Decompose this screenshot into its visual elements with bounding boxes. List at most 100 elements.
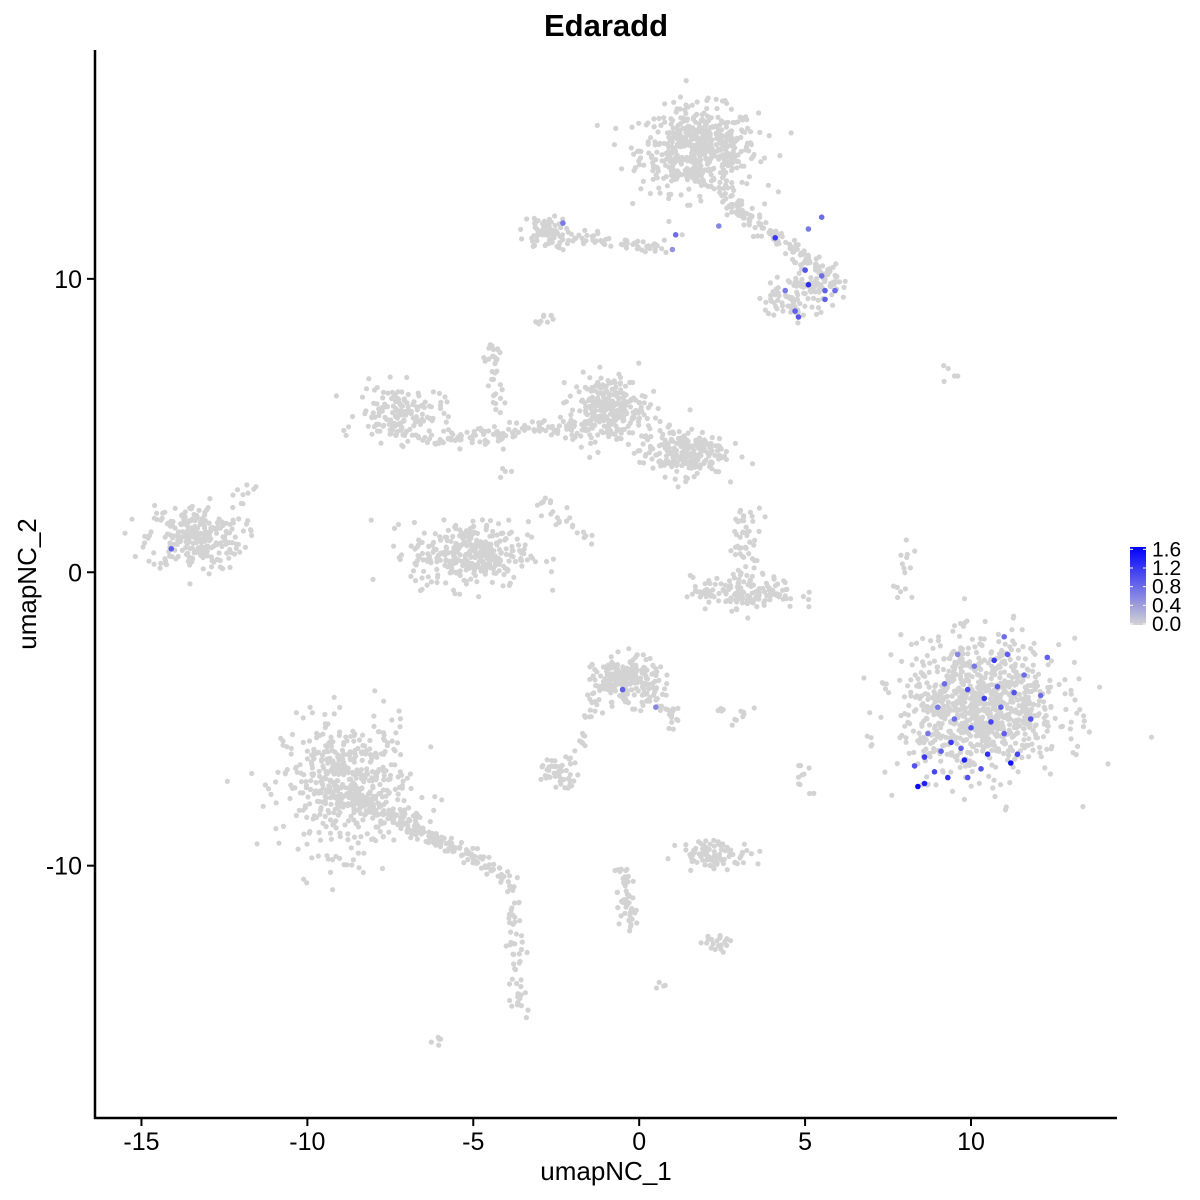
cell-point — [321, 749, 327, 755]
cell-point — [393, 405, 399, 412]
cell-point — [1032, 674, 1038, 680]
cell-point — [475, 426, 481, 432]
cell-point — [601, 423, 607, 429]
cell-point — [927, 750, 933, 757]
cell-point — [766, 585, 772, 591]
cell-point — [652, 678, 658, 685]
cell-point — [506, 981, 513, 987]
cell-point — [1071, 659, 1077, 666]
cell-point — [436, 1036, 442, 1042]
cell-point — [293, 710, 299, 716]
cell-point — [1068, 719, 1074, 725]
cell-point — [680, 115, 687, 121]
cell-point — [498, 879, 504, 885]
cell-point — [235, 541, 241, 547]
cell-point — [591, 233, 597, 239]
cell-point — [741, 513, 747, 519]
expressing-cell-point — [988, 719, 994, 725]
cell-point — [802, 303, 808, 309]
expressing-cell-point — [991, 657, 997, 664]
cell-point — [816, 254, 822, 260]
cell-point — [616, 395, 623, 402]
cell-point — [402, 807, 408, 813]
cell-point — [341, 772, 347, 778]
cell-point — [1016, 673, 1022, 679]
cell-point — [712, 452, 718, 458]
cell-point — [316, 829, 322, 836]
cell-point — [437, 534, 443, 540]
cell-point — [328, 836, 334, 842]
cell-point — [658, 703, 665, 709]
cell-point — [613, 417, 619, 423]
cell-point — [992, 672, 998, 678]
cell-point — [154, 516, 160, 523]
cell-point — [346, 424, 352, 430]
cell-point — [726, 578, 733, 584]
cell-point — [683, 842, 689, 848]
cell-point — [228, 550, 234, 556]
cell-point — [954, 712, 961, 718]
cell-point — [700, 852, 706, 858]
cell-point — [698, 940, 704, 946]
cell-point — [1045, 689, 1052, 695]
cell-point — [697, 462, 703, 468]
cell-point — [380, 389, 387, 395]
cell-point — [580, 369, 586, 375]
cell-point — [561, 380, 567, 386]
cell-point — [656, 677, 662, 684]
cell-point — [683, 102, 689, 108]
cell-point — [584, 412, 590, 418]
cell-point — [723, 124, 730, 130]
cell-point — [158, 560, 164, 566]
cell-point — [497, 410, 503, 416]
cell-point — [592, 439, 598, 445]
cell-point — [923, 746, 929, 752]
points-layer — [122, 78, 1155, 1048]
cell-point — [194, 512, 200, 518]
cell-point — [993, 713, 999, 719]
cell-point — [347, 756, 353, 762]
cell-point — [363, 408, 369, 414]
cell-point — [187, 545, 193, 552]
cell-point — [596, 398, 602, 404]
cell-point — [636, 422, 642, 428]
cell-point — [390, 806, 396, 812]
cell-point — [509, 1003, 515, 1009]
y-axis-label: umapNC_2 — [12, 518, 42, 650]
cell-point — [685, 116, 691, 122]
cell-point — [716, 435, 723, 442]
cell-point — [371, 713, 377, 719]
cell-point — [421, 568, 427, 574]
cell-point — [538, 776, 544, 783]
cell-point — [443, 580, 449, 586]
cell-point — [217, 564, 223, 570]
cell-point — [474, 530, 481, 537]
cell-point — [743, 545, 749, 551]
cell-point — [1086, 729, 1092, 735]
cell-point — [553, 522, 559, 528]
cell-point — [795, 292, 801, 298]
cell-point — [973, 733, 979, 739]
cell-point — [442, 394, 448, 400]
cell-point — [623, 903, 630, 909]
expressing-cell-point — [805, 281, 812, 288]
cell-point — [941, 378, 947, 384]
cell-point — [675, 717, 681, 724]
cell-point — [732, 440, 739, 446]
cell-point — [702, 182, 709, 188]
cell-point — [631, 450, 637, 456]
cell-point — [706, 129, 712, 135]
cell-point — [633, 674, 640, 680]
cell-point — [496, 521, 502, 527]
cell-point — [728, 548, 734, 554]
cell-point — [1022, 731, 1028, 737]
cell-point — [244, 482, 250, 488]
cell-point — [1013, 725, 1020, 731]
cell-point — [711, 843, 717, 849]
cell-point — [314, 735, 320, 741]
cell-point — [482, 571, 488, 577]
cell-point — [861, 675, 867, 681]
cell-point — [565, 785, 571, 791]
cell-point — [548, 511, 554, 517]
cell-point — [335, 812, 341, 818]
